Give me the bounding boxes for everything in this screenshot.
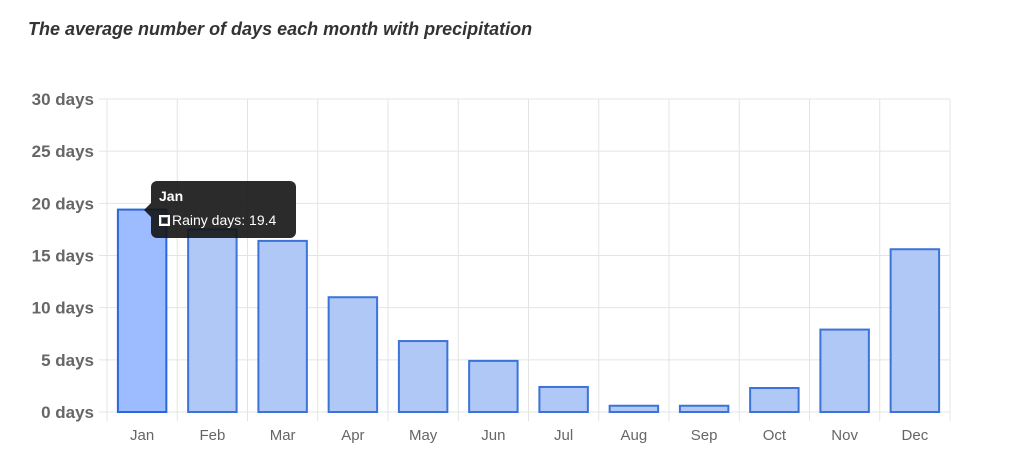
bars xyxy=(116,208,941,414)
bar-jan[interactable] xyxy=(116,208,168,413)
y-tick-label: 15 days xyxy=(32,247,94,266)
bar-may[interactable] xyxy=(397,340,449,414)
bar-tooltip: Jan Rainy days: 19.4 xyxy=(144,181,296,238)
tooltip-title: Jan xyxy=(159,188,184,204)
x-axis-tick-labels: Jan Feb Mar Apr May Jun Jul Aug Sep Oct Nov Dec xyxy=(130,427,929,444)
x-tick-label: Nov xyxy=(831,427,858,444)
x-tick-label: May xyxy=(409,427,438,444)
y-tick-label: 0 days xyxy=(41,403,94,422)
bar-jul[interactable] xyxy=(538,385,589,413)
y-tick-label: 20 days xyxy=(32,194,94,213)
x-tick-label: Jul xyxy=(554,427,573,444)
bar-sep[interactable] xyxy=(678,404,730,413)
x-tick-label: Jan xyxy=(130,427,154,444)
x-tick-label: Dec xyxy=(902,427,929,444)
x-tick-label: Jun xyxy=(481,427,505,444)
x-tick-label: Feb xyxy=(199,427,225,444)
bar-dec[interactable] xyxy=(889,248,941,413)
grid-lines xyxy=(99,98,951,421)
y-tick-label: 25 days xyxy=(32,142,94,161)
x-tick-label: Mar xyxy=(270,427,296,444)
bar-oct[interactable] xyxy=(749,387,800,413)
x-tick-label: Oct xyxy=(763,427,787,444)
y-axis-tick-labels: 0 days 5 days 10 days 15 days 20 days 25 days… xyxy=(32,90,94,422)
tooltip-label: Rainy days: 19.4 xyxy=(172,212,277,228)
y-tick-label: 5 days xyxy=(41,351,94,370)
chart-title: The average number of days each month wi… xyxy=(28,19,533,39)
bar-mar[interactable] xyxy=(257,239,308,413)
tooltip-body: Rainy days: 19.4 xyxy=(159,212,276,228)
bar-jun[interactable] xyxy=(468,359,519,414)
y-tick-label: 10 days xyxy=(32,299,94,318)
bar-nov[interactable] xyxy=(819,328,870,413)
bar-feb[interactable] xyxy=(187,228,238,413)
bar-aug[interactable] xyxy=(608,404,660,413)
bar-apr[interactable] xyxy=(327,296,379,414)
tooltip-color-swatch xyxy=(159,214,170,226)
y-tick-label: 30 days xyxy=(32,90,94,109)
x-tick-label: Sep xyxy=(691,427,718,444)
x-tick-label: Apr xyxy=(341,427,364,444)
x-tick-label: Aug xyxy=(621,427,648,444)
